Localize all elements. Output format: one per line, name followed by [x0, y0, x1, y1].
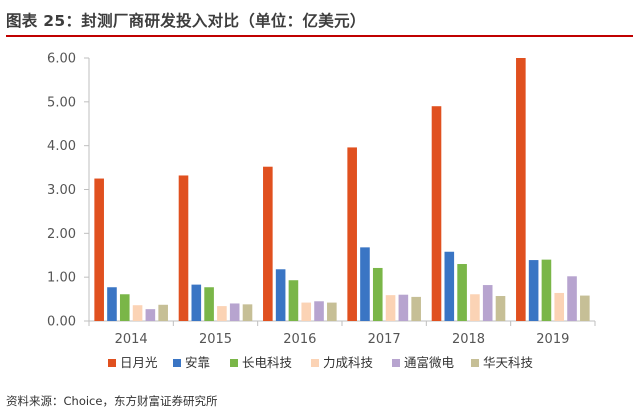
bar: [119, 294, 130, 321]
y-tick-label: 2.00: [47, 227, 76, 242]
bar: [242, 304, 253, 321]
x-tick-label: 2014: [115, 332, 148, 347]
chart-title: 图表 25：封测厂商研发投入对比（单位：亿美元）: [6, 12, 366, 30]
bar: [385, 295, 396, 321]
bar: [580, 295, 590, 321]
bar: [314, 301, 324, 321]
bar: [444, 251, 455, 321]
bar: [204, 287, 214, 321]
y-tick-label: 1.00: [47, 271, 76, 286]
legend-label: 力成科技: [323, 355, 374, 370]
legend-label: 华天科技: [483, 355, 534, 370]
y-tick-label: 3.00: [47, 183, 76, 198]
title-underline: [6, 35, 633, 37]
legend-label: 安靠: [185, 355, 210, 370]
bar: [263, 166, 273, 321]
bar: [372, 267, 383, 321]
legend-swatch: [471, 359, 479, 367]
bar: [301, 302, 312, 321]
legend-label: 日月光: [120, 355, 158, 370]
legend-swatch: [173, 359, 181, 367]
bar: [411, 296, 421, 321]
x-tick-label: 2015: [199, 332, 232, 347]
bar: [541, 259, 552, 321]
bar: [132, 305, 143, 321]
bar: [275, 269, 286, 321]
bar: [567, 276, 577, 321]
bar: [229, 303, 240, 321]
bar: [431, 106, 442, 321]
legend-swatch: [108, 359, 116, 367]
x-tick-label: 2017: [368, 332, 401, 347]
legend-swatch: [230, 359, 238, 367]
bar: [288, 280, 299, 321]
legend-label: 长电科技: [242, 355, 293, 370]
y-tick-label: 6.00: [47, 52, 76, 67]
y-tick-label: 5.00: [47, 95, 76, 110]
bar: [495, 296, 506, 321]
source-note: 资料来源：Choice，东方财富证券研究所: [6, 394, 218, 408]
bar: [470, 294, 480, 321]
bar: [398, 294, 409, 321]
bar: [217, 306, 227, 321]
legend-swatch: [392, 359, 400, 367]
bar: [145, 309, 156, 321]
y-tick-label: 0.00: [47, 315, 76, 330]
bar: [191, 284, 202, 321]
bar: [554, 292, 565, 321]
x-tick-label: 2018: [452, 332, 485, 347]
bar: [107, 287, 117, 321]
bar: [178, 175, 189, 321]
bar: [528, 260, 539, 321]
x-tick-label: 2019: [536, 332, 569, 347]
bar: [347, 147, 357, 321]
x-tick-label: 2016: [283, 332, 316, 347]
bar: [327, 302, 337, 321]
legend-label: 通富微电: [404, 355, 455, 370]
bar: [158, 304, 168, 321]
y-tick-label: 4.00: [47, 139, 76, 154]
bar: [94, 178, 104, 321]
legend-swatch: [311, 359, 319, 367]
bar: [516, 58, 526, 321]
bar: [360, 247, 370, 321]
bar: [482, 285, 493, 321]
bar: [457, 264, 467, 321]
